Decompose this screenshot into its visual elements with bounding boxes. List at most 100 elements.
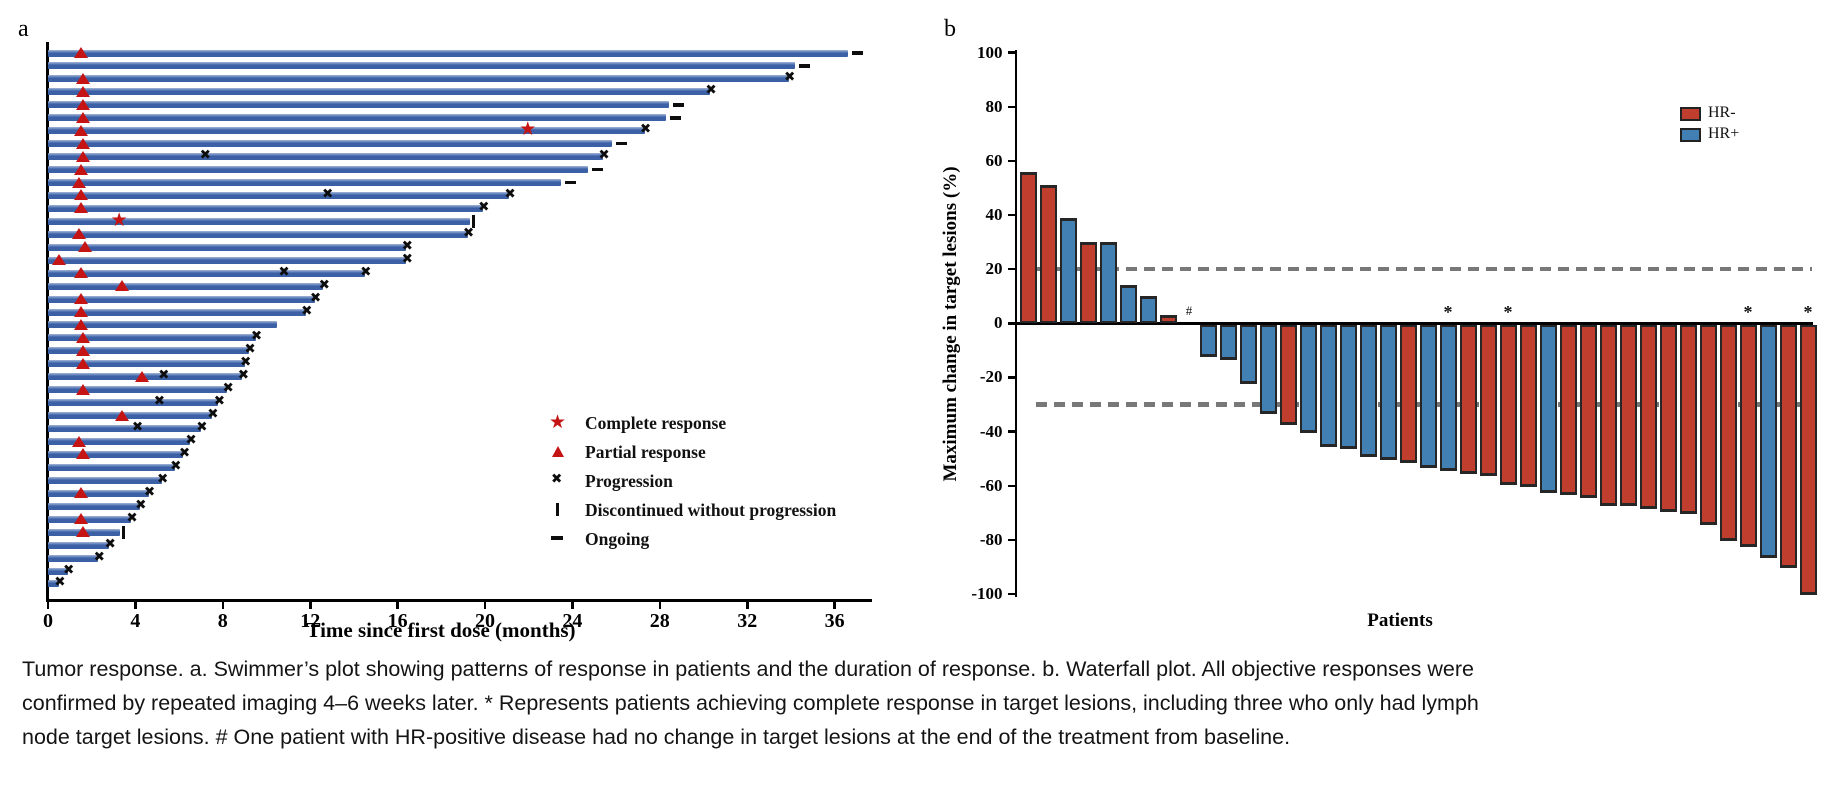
partial-response-triangle-marker [75,383,90,395]
partial-response-triangle-marker [78,241,93,253]
swimmer-bar [48,217,470,225]
swimmer-legend-label: Complete response [585,413,727,433]
swimmer-x-tick [833,601,836,609]
swimmer-bar [48,450,184,458]
figure-caption: Tumor response. a. Swimmer’s plot showin… [22,652,1822,754]
progression-x-marker: ✖ [158,367,170,384]
waterfall-bar [1479,324,1497,477]
swimmer-legend-label: Discontinued without progression [585,500,837,520]
swimmer-bar [48,438,191,445]
swimmer-bar [48,191,510,199]
progression-x-marker: ✖ [185,432,197,448]
swimmer-bar [48,360,245,368]
swimmer-x-tick [221,601,225,609]
swimmer-x-axis [46,599,872,602]
waterfall-bar [1519,324,1537,488]
waterfall-bar [1359,324,1377,458]
waterfall-legend-item: HR- [1680,104,1820,122]
waterfall-bar [1699,324,1717,526]
waterfall-bar [1739,324,1757,547]
waterfall-bar [1079,242,1097,324]
triangle-icon [552,446,564,457]
waterfall-y-tick [1007,322,1015,325]
swimmer-x-tick [309,601,312,609]
swimmer-x-tick [746,601,749,609]
swimmer-bar [48,463,175,471]
legend-swatch-hr-positive [1680,128,1701,142]
waterfall-bar [1339,324,1357,450]
progression-x-marker: ✖ [143,483,156,500]
partial-response-triangle-marker [75,72,90,84]
progression-x-marker: ✖ [278,263,290,280]
progression-x-marker: ✖ [504,185,516,202]
progression-x-marker: ✖ [104,535,116,552]
waterfall-bar [1259,324,1277,415]
swimmer-x-tick [571,601,574,609]
swimmer-x-tick-label: 0 [43,610,53,632]
ongoing-dash-marker [615,141,627,146]
swimmer-bar [48,166,588,174]
progression-x-marker: ✖ [401,250,413,267]
progression-x-marker: ✖ [170,457,182,474]
progression-x-marker: ✖ [318,276,330,293]
waterfall-bar [1719,324,1737,542]
swimmer-bar [48,347,250,355]
panel-a-label: a [18,16,29,42]
swimmer-x-tick-label: 12 [300,610,321,632]
waterfall-bar [1499,324,1517,485]
swimmer-bar [48,204,483,212]
swimmer-bar [48,49,848,57]
swimmer-plot: 0 4 8 12 16 20 24 28 32 36 ✖ ✖ ★ ✖ ✖ ✖ ✖ ✖ ✖ ★ ✖ ✖ ✖ ✖ ✖ ✖ ✖ ✖ ✖ ✖ ✖ ✖ ✖… [0,0,900,650]
panel-b-label: b [944,16,956,42]
partial-response-triangle-marker [71,435,86,447]
progression-x-marker: ✖ [462,224,475,241]
waterfall-bar [1219,324,1237,360]
waterfall-y-axis-title: Maximum change in target lesions (%) [940,166,961,482]
discontinued-bar-marker [122,525,126,539]
swimmer-x-tick [658,601,662,609]
progression-x-marker: ✖ [196,419,208,436]
swimmer-legend-label: Ongoing [585,529,650,549]
swimmer-bar [48,127,645,135]
partial-response-triangle-marker [75,85,90,97]
waterfall-bar [1399,324,1417,463]
discontinued-bar-marker [471,214,475,228]
swimmer-bar [48,399,219,407]
progression-x-marker: ✖ [63,561,75,578]
waterfall-bar [1619,324,1637,507]
waterfall-bar [1799,324,1817,596]
swimmer-bar [48,515,132,523]
swimmer-x-tick-label: 28 [649,610,670,632]
progression-x-marker: ✖ [135,496,147,513]
partial-response-triangle-marker [73,306,88,317]
partial-response-triangle-marker [134,370,149,382]
complete-response-asterisk: * [1743,302,1753,322]
waterfall-y-tick [1007,105,1015,109]
ongoing-dash-marker [670,115,682,120]
partial-response-triangle-marker [75,344,90,356]
swimmer-bar [48,554,99,562]
swimmer-bar [48,425,201,433]
progression-x-marker: ✖ [360,263,372,280]
swimmer-x-tick-label: 8 [217,610,228,632]
swimmer-legend-item: Partial response [545,441,875,467]
waterfall-bar [1439,324,1457,471]
partial-response-triangle-marker [75,111,90,123]
swimmer-bar [48,179,562,186]
waterfall-y-tick-label: 100 [977,42,1003,62]
waterfall-bar [1459,324,1477,474]
waterfall-y-tick-label: -80 [979,529,1003,549]
progression-x-marker: ✖ [250,328,263,345]
partial-response-triangle-marker [73,267,88,279]
progression-x-marker: ✖ [222,380,234,397]
progression-x-marker: ✖ [309,289,322,306]
reference-dashed-line [1036,266,1812,272]
swimmer-bar [48,334,256,342]
swimmer-bar [48,269,365,277]
swimmer-bar [48,114,667,122]
waterfall-bar [1039,185,1057,324]
swimmer-bar [48,256,407,264]
waterfall-bar [1159,315,1177,324]
complete-response-star-marker: ★ [110,208,128,231]
